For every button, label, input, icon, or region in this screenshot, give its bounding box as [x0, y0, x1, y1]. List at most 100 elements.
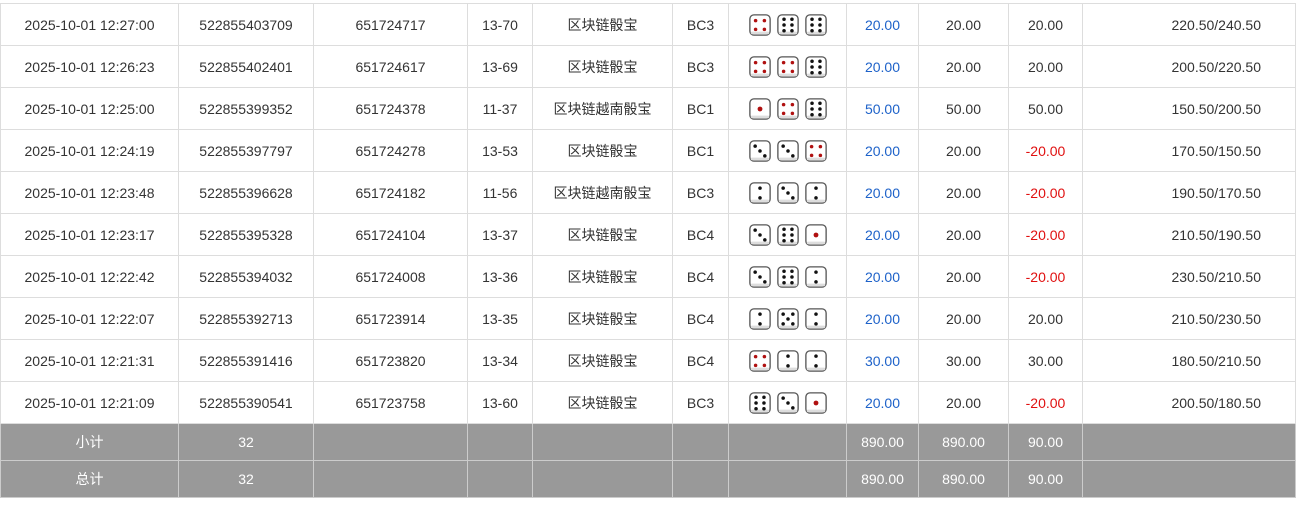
cell-amount: 20.00 — [846, 171, 919, 214]
cell-valid: 20.00 — [918, 213, 1009, 256]
cell-bet: BC1 — [672, 129, 729, 172]
cell-code: 11-37 — [467, 87, 533, 130]
cell-dice — [728, 45, 847, 88]
cell-valid: 20.00 — [918, 381, 1009, 424]
cell-amount: 20.00 — [846, 3, 919, 46]
cell-valid: 20.00 — [918, 171, 1009, 214]
die-4-icon — [748, 13, 771, 36]
die-3-icon — [776, 181, 799, 204]
cell-bet: BC3 — [672, 171, 729, 214]
cell-game: 区块链越南骰宝 — [532, 171, 673, 214]
cell-game: 区块链骰宝 — [532, 129, 673, 172]
footer-row: 小计 32 890.00 890.00 90.00 — [0, 423, 1296, 461]
footer-count: 32 — [178, 460, 314, 498]
table-row: 2025-10-01 12:26:23 522855402401 651724617… — [0, 45, 1296, 88]
die-6-icon — [776, 223, 799, 246]
footer-label: 小计 — [0, 423, 179, 461]
cell-balance: 220.50/240.50 — [1082, 3, 1296, 46]
die-6-icon — [776, 13, 799, 36]
cell-time: 2025-10-01 12:22:07 — [0, 297, 179, 340]
cell-issue: 651723758 — [313, 381, 468, 424]
die-2-icon — [804, 349, 827, 372]
cell-dice — [728, 255, 847, 298]
die-1-icon — [804, 223, 827, 246]
cell-balance: 200.50/180.50 — [1082, 381, 1296, 424]
cell-win: 50.00 — [1008, 87, 1083, 130]
cell-balance: 150.50/200.50 — [1082, 87, 1296, 130]
cell-dice — [728, 213, 847, 256]
cell-win: -20.00 — [1008, 213, 1083, 256]
cell-amount: 20.00 — [846, 213, 919, 256]
cell-balance: 210.50/190.50 — [1082, 213, 1296, 256]
die-2-icon — [748, 307, 771, 330]
cell-order: 522855394032 — [178, 255, 314, 298]
die-2-icon — [748, 181, 771, 204]
cell-valid: 20.00 — [918, 45, 1009, 88]
die-4-icon — [804, 139, 827, 162]
die-3-icon — [748, 223, 771, 246]
die-6-icon — [804, 97, 827, 120]
cell-bet: BC3 — [672, 3, 729, 46]
cell-win: -20.00 — [1008, 255, 1083, 298]
cell-game: 区块链骰宝 — [532, 297, 673, 340]
cell-issue: 651723914 — [313, 297, 468, 340]
cell-issue: 651724717 — [313, 3, 468, 46]
cell-win: 30.00 — [1008, 339, 1083, 382]
cell-game: 区块链骰宝 — [532, 45, 673, 88]
table-row: 2025-10-01 12:27:00 522855403709 651724717… — [0, 3, 1296, 46]
cell-time: 2025-10-01 12:23:17 — [0, 213, 179, 256]
bet-records-table: 2025-10-01 12:27:00 522855403709 651724717… — [0, 3, 1296, 498]
cell-dice — [728, 381, 847, 424]
table-row: 2025-10-01 12:23:48 522855396628 651724182… — [0, 171, 1296, 214]
die-3-icon — [748, 139, 771, 162]
die-6-icon — [804, 13, 827, 36]
footer-valid: 890.00 — [918, 460, 1009, 498]
cell-dice — [728, 339, 847, 382]
table-row: 2025-10-01 12:22:07 522855392713 651723914… — [0, 297, 1296, 340]
footer-amount: 890.00 — [846, 423, 919, 461]
cell-win: 20.00 — [1008, 297, 1083, 340]
table-row: 2025-10-01 12:22:42 522855394032 651724008… — [0, 255, 1296, 298]
cell-dice — [728, 171, 847, 214]
cell-balance: 200.50/220.50 — [1082, 45, 1296, 88]
cell-time: 2025-10-01 12:24:19 — [0, 129, 179, 172]
footer-valid: 890.00 — [918, 423, 1009, 461]
die-4-icon — [748, 55, 771, 78]
cell-time: 2025-10-01 12:27:00 — [0, 3, 179, 46]
cell-win: 20.00 — [1008, 3, 1083, 46]
cell-code: 13-60 — [467, 381, 533, 424]
table-row: 2025-10-01 12:23:17 522855395328 651724104… — [0, 213, 1296, 256]
cell-amount: 50.00 — [846, 87, 919, 130]
cell-balance: 210.50/230.50 — [1082, 297, 1296, 340]
die-6-icon — [748, 391, 771, 414]
footer-win: 90.00 — [1008, 423, 1083, 461]
cell-code: 11-56 — [467, 171, 533, 214]
cell-time: 2025-10-01 12:21:31 — [0, 339, 179, 382]
cell-valid: 20.00 — [918, 255, 1009, 298]
cell-game: 区块链骰宝 — [532, 213, 673, 256]
footer-win: 90.00 — [1008, 460, 1083, 498]
die-3-icon — [748, 265, 771, 288]
cell-amount: 20.00 — [846, 45, 919, 88]
die-5-icon — [776, 307, 799, 330]
cell-code: 13-70 — [467, 3, 533, 46]
footer-label: 总计 — [0, 460, 179, 498]
cell-bet: BC4 — [672, 339, 729, 382]
cell-dice — [728, 3, 847, 46]
cell-time: 2025-10-01 12:22:42 — [0, 255, 179, 298]
cell-valid: 30.00 — [918, 339, 1009, 382]
cell-game: 区块链骰宝 — [532, 381, 673, 424]
cell-issue: 651723820 — [313, 339, 468, 382]
cell-order: 522855392713 — [178, 297, 314, 340]
die-3-icon — [776, 391, 799, 414]
cell-game: 区块链骰宝 — [532, 3, 673, 46]
die-1-icon — [748, 97, 771, 120]
die-4-icon — [776, 97, 799, 120]
cell-code: 13-34 — [467, 339, 533, 382]
cell-game: 区块链越南骰宝 — [532, 87, 673, 130]
die-2-icon — [804, 265, 827, 288]
cell-code: 13-37 — [467, 213, 533, 256]
cell-valid: 20.00 — [918, 3, 1009, 46]
die-6-icon — [776, 265, 799, 288]
cell-code: 13-36 — [467, 255, 533, 298]
